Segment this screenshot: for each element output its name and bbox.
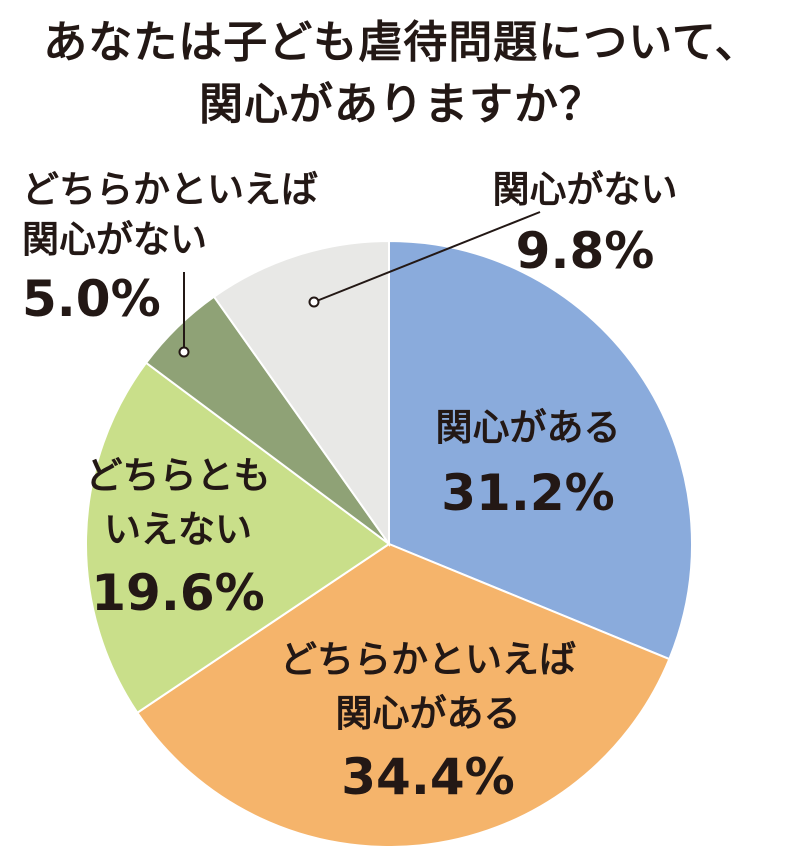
slice-dochiratomo-ienai — [85, 361, 391, 715]
slice-dochiratomo-ienai-label: どちらともいえない 19.6% — [86, 454, 271, 622]
chart-title: あなたは子ども虐待問題について、 関心がありますか？ — [0, 12, 803, 136]
slice-dochiraka-kanshin-nai-leader-dot — [178, 346, 190, 358]
slice-kanshin-nai — [212, 239, 390, 548]
slice-kanshin-nai-leader-line — [313, 211, 541, 303]
slice-kanshin-aru-value: 31.2% — [441, 464, 614, 522]
slice-dochiratomo-ienai-label-line: どちらとも — [86, 454, 271, 497]
chart-title-line-2: 関心がありますか？ — [199, 79, 604, 130]
slice-dochiratomo-ienai-value: 19.6% — [91, 564, 264, 622]
slice-dochiraka-kanshin-nai-label: どちらかといえば関心がない 5.0% — [22, 168, 318, 328]
slice-dochiraka-kanshin-aru-value: 34.4% — [341, 748, 514, 806]
slice-kanshin-aru-label: 関心がある 31.2% — [436, 406, 621, 522]
slice-dochiraka-kanshin-nai-label-line: 関心がない — [22, 218, 207, 261]
slice-dochiraka-kanshin-aru-label: どちらかといえば関心がある 34.4% — [280, 638, 576, 806]
slice-kanshin-nai-value: 9.8% — [516, 222, 655, 280]
slice-dochiraka-kanshin-nai-label-line: どちらかといえば — [22, 168, 318, 211]
chart-title-line-1: あなたは子ども虐待問題について、 — [43, 17, 760, 68]
slice-kanshin-aru — [388, 239, 693, 661]
slice-dochiraka-kanshin-aru-label-line: 関心がある — [336, 692, 521, 735]
slice-dochiratomo-ienai-label-line: いえない — [104, 508, 252, 551]
slice-kanshin-nai-label: 関心がない 9.8% — [493, 168, 678, 280]
slice-dochiraka-kanshin-aru — [135, 542, 671, 846]
slice-kanshin-aru-label-line: 関心がある — [436, 406, 621, 449]
slice-dochiraka-kanshin-nai-value: 5.0% — [22, 270, 161, 328]
slice-kanshin-nai-label-line: 関心がない — [493, 168, 678, 211]
slice-kanshin-nai-leader-dot — [308, 296, 320, 308]
slice-dochiraka-kanshin-aru-label-line: どちらかといえば — [280, 638, 576, 681]
